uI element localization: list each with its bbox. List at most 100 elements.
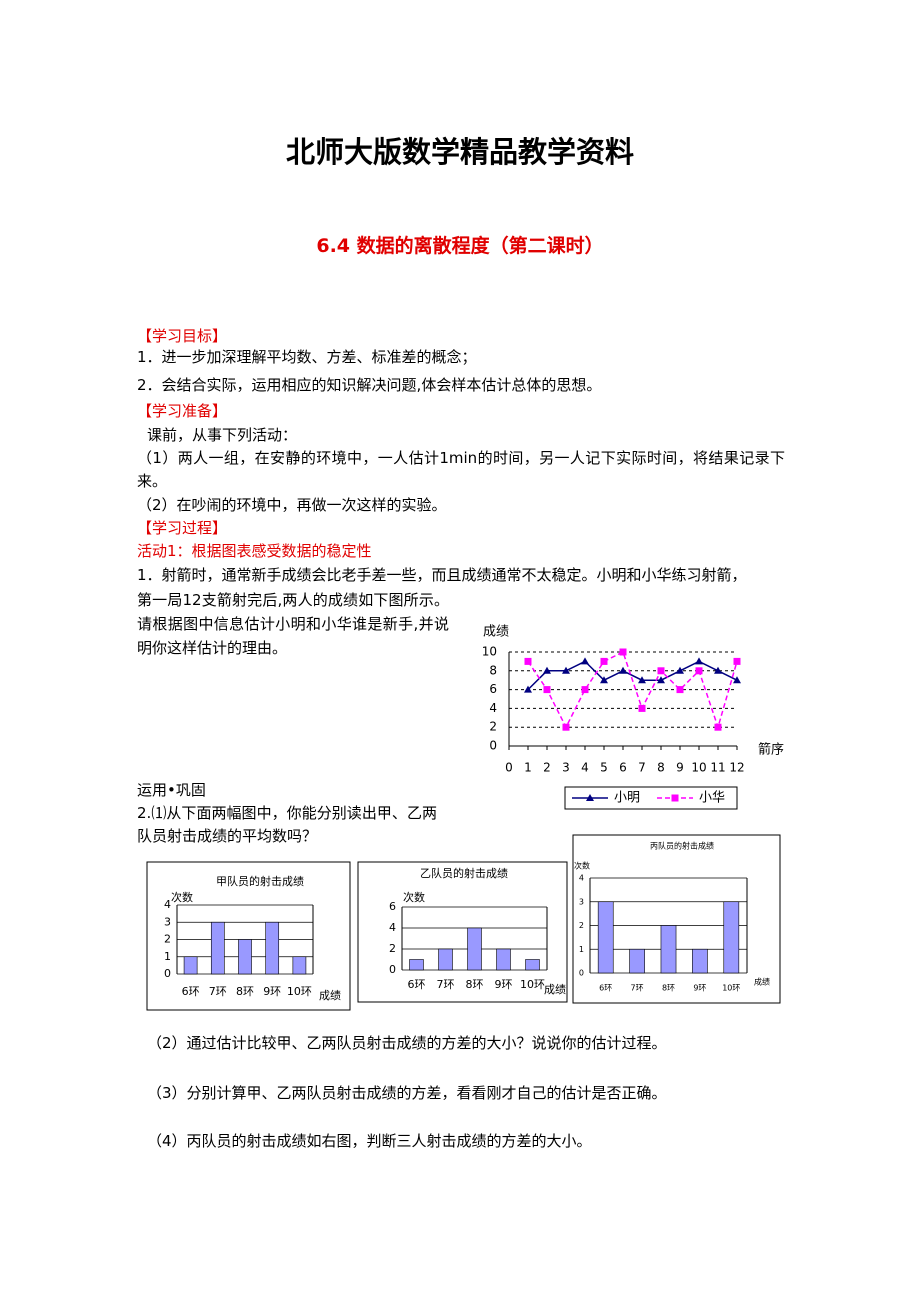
y-tick-label: 2 bbox=[389, 942, 396, 955]
x-tick-label: 4 bbox=[581, 761, 589, 775]
marker bbox=[676, 686, 684, 694]
chart-title: 丙队员的射击成绩 bbox=[650, 841, 714, 851]
y-tick-label: 2 bbox=[164, 933, 171, 946]
marker bbox=[676, 666, 684, 674]
question: （3）分别计算甲、乙两队员射击成绩的方差，看看刚才自己的估计是否正确。 bbox=[147, 1084, 667, 1102]
x-tick-label: 9 bbox=[676, 761, 684, 775]
x-tick-label: 6环 bbox=[182, 985, 200, 998]
y-tick-label: 1 bbox=[164, 950, 171, 963]
legend-box bbox=[564, 786, 738, 810]
y-tick-label: 0 bbox=[489, 739, 497, 753]
x-tick-label: 1 bbox=[524, 761, 532, 775]
y-tick-label: 10 bbox=[482, 645, 497, 659]
y-tick-label: 3 bbox=[164, 915, 171, 928]
marker bbox=[695, 667, 703, 675]
bar bbox=[238, 939, 252, 975]
y-tick-label: 4 bbox=[579, 874, 584, 883]
x-tick-label: 9环 bbox=[693, 984, 706, 993]
marker bbox=[581, 657, 589, 665]
y-tick-label: 4 bbox=[389, 921, 396, 934]
y-tick-label: 2 bbox=[489, 720, 497, 734]
y-tick-label: 6 bbox=[389, 900, 396, 913]
x-tick-label: 5 bbox=[600, 761, 608, 775]
marker bbox=[600, 676, 608, 684]
x-tick-label: 9环 bbox=[495, 978, 513, 991]
x-tick-label: 6 bbox=[619, 761, 627, 775]
x-tick-label: 8 bbox=[657, 761, 665, 775]
paragraph: 1．射箭时，通常新手成绩会比老手差一些，而且成绩通常不太稳定。小明和小华练习射箭… bbox=[137, 566, 747, 584]
x-label: 成绩 bbox=[754, 977, 770, 987]
x-tick-label: 7 bbox=[638, 761, 646, 775]
bar bbox=[496, 948, 511, 971]
y-tick-label: 1 bbox=[579, 945, 584, 954]
y-tick-label: 0 bbox=[164, 967, 171, 980]
marker bbox=[600, 657, 608, 665]
section-heading: 【学习目标】 bbox=[137, 327, 228, 345]
bar bbox=[629, 948, 645, 974]
marker bbox=[524, 657, 532, 665]
x-tick-label: 10环 bbox=[287, 985, 312, 998]
paragraph: 1．进一步加深理解平均数、方差、标准差的概念； bbox=[137, 348, 477, 366]
marker bbox=[638, 676, 646, 684]
marker bbox=[524, 685, 532, 693]
question: （2）通过估计比较甲、乙两队员射击成绩的方差的大小？说说你的估计过程。 bbox=[147, 1034, 667, 1052]
marker bbox=[671, 794, 679, 802]
legend-label: 小华 bbox=[699, 791, 725, 806]
y-tick-label: 2 bbox=[579, 921, 584, 930]
marker bbox=[733, 657, 741, 665]
marker bbox=[619, 648, 627, 656]
section-heading: 【学习准备】 bbox=[137, 402, 228, 420]
y-label: 次数 bbox=[403, 890, 425, 904]
marker bbox=[657, 676, 665, 684]
y-tick-label: 8 bbox=[489, 663, 497, 677]
y-label: 成绩 bbox=[483, 625, 509, 640]
x-label: 成绩 bbox=[319, 989, 341, 1002]
x-tick-label: 3 bbox=[562, 761, 570, 775]
doc-title: 北师大版数学精品教学资料 bbox=[285, 135, 634, 169]
marker bbox=[543, 666, 551, 674]
marker bbox=[562, 723, 570, 731]
question: （4）丙队员的射击成绩如右图，判断三人射击成绩的方差的大小。 bbox=[147, 1132, 592, 1150]
chart-title: 乙队员的射击成绩 bbox=[420, 866, 508, 880]
series-line bbox=[527, 650, 738, 730]
marker bbox=[638, 704, 646, 712]
y-tick-label: 3 bbox=[579, 897, 584, 906]
bar bbox=[525, 959, 540, 971]
paragraph: （2）在吵闹的环境中，再做一次这样的实验。 bbox=[137, 496, 447, 514]
y-label: 次数 bbox=[171, 890, 193, 904]
x-tick-label: 10 bbox=[691, 761, 706, 775]
marker bbox=[562, 666, 570, 674]
x-tick-label: 2 bbox=[543, 761, 551, 775]
marker bbox=[619, 666, 627, 674]
bar bbox=[723, 901, 740, 974]
paragraph: （1）两人一组，在安静的环境中，一人估计1min的时间，另一人记下实际时间，将结… bbox=[137, 449, 785, 490]
paragraph: 运用•巩固 bbox=[137, 781, 206, 799]
paragraph: 2.⑴从下面两幅图中，你能分别读出甲、乙两队员射击成绩的平均数吗？ bbox=[137, 804, 437, 845]
section-heading: 【学习过程】 bbox=[137, 519, 228, 537]
bar bbox=[292, 956, 307, 975]
chart-box bbox=[357, 861, 568, 1003]
marker bbox=[657, 667, 665, 675]
doc-subtitle: 6.4 数据的离散程度（第二课时） bbox=[316, 235, 604, 257]
y-tick-label: 0 bbox=[579, 969, 584, 978]
x-tick-label: 11 bbox=[710, 761, 725, 775]
chart-title: 甲队员的射击成绩 bbox=[216, 874, 304, 888]
x-tick-label: 7环 bbox=[437, 978, 455, 991]
y-tick-label: 4 bbox=[489, 701, 497, 715]
paragraph: 第一局12支箭射完后,两人的成绩如下图所示。请根据图中信息估计小明和小华谁是新手… bbox=[137, 591, 449, 657]
x-tick-label: 8环 bbox=[236, 985, 254, 998]
marker bbox=[586, 794, 594, 801]
y-label: 次数 bbox=[574, 861, 590, 871]
x-tick-label: 10环 bbox=[520, 978, 545, 991]
bar bbox=[265, 921, 280, 975]
marker bbox=[733, 676, 741, 684]
x-tick-label: 8环 bbox=[466, 978, 484, 991]
sub-heading: 活动1：根据图表感受数据的稳定性 bbox=[137, 542, 372, 560]
paragraph: 课前，从事下列活动： bbox=[147, 426, 298, 444]
y-tick-label: 0 bbox=[389, 963, 396, 976]
x-tick-label: 6环 bbox=[408, 978, 426, 991]
paragraph: 2．会结合实际，运用相应的知识解决问题,体会样本估计总体的思想。 bbox=[137, 376, 602, 394]
y-tick-label: 6 bbox=[489, 682, 497, 696]
